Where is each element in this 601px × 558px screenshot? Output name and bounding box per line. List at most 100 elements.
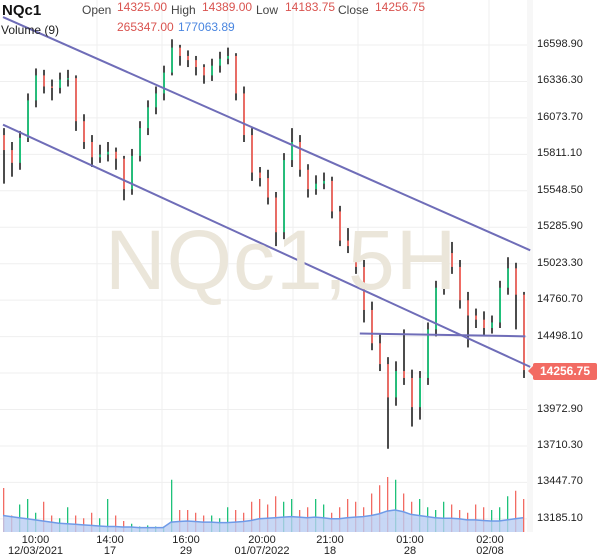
x-tick-date: 17	[103, 545, 117, 557]
x-tick-label: 14:00 17	[96, 535, 124, 557]
candle-body	[147, 107, 149, 129]
volume-bar	[27, 499, 29, 532]
y-tick-label: 13185.10	[537, 511, 583, 524]
candle-body	[123, 158, 125, 190]
candle-body	[171, 47, 173, 73]
candle-body	[427, 329, 429, 378]
candle-body	[363, 266, 365, 310]
candle-body	[83, 121, 85, 143]
candle-body	[187, 55, 189, 61]
x-tick-label: 01:00 28	[396, 535, 424, 557]
candle-body	[523, 294, 525, 371]
close-value: 14256.75	[375, 0, 426, 14]
x-tick-date: 18	[323, 545, 337, 557]
x-tick-label: 21:00 18	[316, 535, 344, 557]
volume-bar	[91, 512, 93, 532]
candle-body	[403, 371, 405, 378]
y-tick-label: 15811.10	[537, 147, 583, 160]
candle-body	[43, 75, 45, 87]
candle-body	[27, 100, 29, 138]
trendline	[359, 332, 526, 338]
x-tick-time: 21:00	[316, 534, 344, 546]
candle-body	[211, 65, 213, 76]
close-label: Close	[338, 3, 369, 17]
open-label: Open	[82, 3, 112, 17]
candle-body	[499, 287, 501, 323]
candle-body	[379, 343, 381, 365]
volume-bar	[171, 479, 173, 532]
last-price-tag: 14256.75	[528, 363, 597, 380]
volume-bar	[515, 490, 517, 532]
candle-body	[491, 322, 493, 329]
candle-body	[203, 67, 205, 76]
candle-body	[355, 246, 357, 267]
candle-body	[291, 142, 293, 161]
candle-body	[11, 150, 13, 163]
x-tick-date: 02/08	[476, 545, 504, 557]
trendline	[2, 123, 531, 368]
candle-body	[51, 86, 53, 88]
volume-bar	[227, 507, 229, 532]
high-value: 14389.00	[202, 0, 253, 14]
candle-body	[107, 151, 109, 155]
candle-body	[35, 75, 37, 101]
volume-bar	[387, 477, 389, 532]
candle-body	[267, 178, 269, 198]
candle-body	[91, 142, 93, 158]
volume-bar	[483, 507, 485, 532]
x-tick-date: 12/03/2021	[8, 545, 64, 557]
candle-body	[323, 180, 325, 184]
candle-body	[459, 266, 461, 301]
y-tick-label: 15285.90	[537, 220, 583, 233]
x-tick-date: 29	[179, 545, 193, 557]
volume-bar	[291, 499, 293, 532]
trendline	[2, 16, 531, 252]
candle-body	[331, 180, 333, 212]
candle-body	[339, 211, 341, 241]
candle-body	[59, 79, 61, 88]
y-tick-label: 13972.90	[537, 402, 583, 415]
volume-label: Volume (9)	[1, 23, 60, 37]
candle-body	[299, 142, 301, 170]
candle-body	[195, 60, 197, 68]
x-tick-label: 02:00 02/08	[476, 535, 504, 557]
candle-body	[307, 169, 309, 190]
volume-bar	[371, 493, 373, 532]
candle-body	[467, 300, 469, 316]
open-value: 14325.00	[117, 0, 168, 14]
candle-body	[131, 155, 133, 190]
x-tick-time: 20:00	[248, 534, 276, 546]
candle-body	[75, 78, 77, 122]
candle-body	[155, 93, 157, 108]
volume-bar	[259, 499, 261, 532]
candle-body	[475, 315, 477, 320]
candle-body	[179, 47, 181, 56]
price-axis-divider	[527, 0, 533, 532]
candle-body	[435, 287, 437, 330]
volume-bar	[3, 488, 5, 532]
candle-body	[115, 151, 117, 159]
high-label: High	[171, 3, 196, 17]
candle-body	[347, 240, 349, 247]
volume-bar	[443, 501, 445, 532]
y-tick-label: 13710.30	[537, 438, 583, 451]
candle-body	[243, 93, 245, 136]
x-tick-label: 20:00 01/07/2022	[234, 535, 289, 557]
candle-body	[235, 55, 237, 94]
candle-body	[443, 253, 445, 288]
volume-bar	[315, 499, 317, 532]
x-tick-time: 01:00	[396, 534, 424, 546]
x-tick-label: 10:00 12/03/2021	[8, 535, 63, 557]
volume-bar	[107, 499, 109, 532]
candle-body	[227, 55, 229, 59]
x-tick-date: 01/07/2022	[234, 545, 290, 557]
y-tick-label: 13447.70	[537, 475, 583, 488]
candle-body	[99, 154, 101, 158]
y-tick-label: 16336.30	[537, 74, 583, 87]
candle-body	[3, 135, 5, 151]
candle-body	[395, 371, 397, 398]
x-tick-label: 16:00 29	[172, 535, 200, 557]
volume-value: 265347.00	[117, 20, 174, 34]
candle-body	[371, 309, 373, 344]
